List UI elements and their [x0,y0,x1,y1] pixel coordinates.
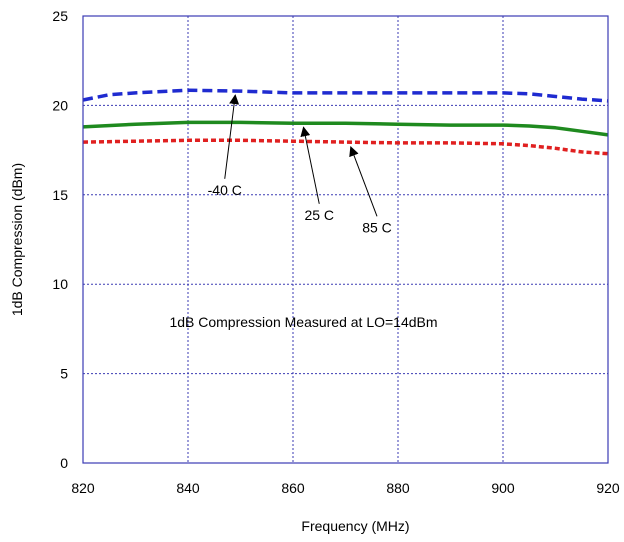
x-tick-label: 900 [491,480,515,496]
y-axis-label: 1dB Compression (dBm) [9,163,25,316]
annotation-arrow [349,146,378,217]
series-line-1 [82,120,609,137]
y-tick-label: 20 [52,97,68,113]
annotation-arrow [224,94,240,179]
x-axis-label: Frequency (MHz) [301,518,409,534]
annotation-arrow [300,126,320,204]
grid [83,16,608,463]
annotation-label: 85 C [362,219,392,235]
y-tick-label: 10 [52,276,68,292]
x-tick-label: 820 [71,480,95,496]
y-tick-label: 5 [60,366,68,382]
y-tick-label: 25 [52,8,68,24]
plot-frame [82,15,609,464]
annotation-label: 1dB Compression Measured at LO=14dBm [169,314,437,330]
series-line-2 [82,138,609,156]
y-tick-label: 15 [52,187,68,203]
annotation-label: -40 C [208,182,242,198]
annotations: -40 C 25 C 85 C 1dB Compression Measured at… [169,94,438,330]
series-line-0 [82,88,609,103]
x-tick-label: 920 [596,480,620,496]
annotation-label: 25 C [304,207,334,223]
x-tick-label: 860 [281,480,305,496]
tick-labels: 820 840 860 880 900 920 0 5 10 15 20 25 [52,8,619,496]
x-tick-label: 880 [386,480,410,496]
x-tick-label: 840 [176,480,200,496]
series-layer [82,88,609,156]
y-tick-label: 0 [60,455,68,471]
